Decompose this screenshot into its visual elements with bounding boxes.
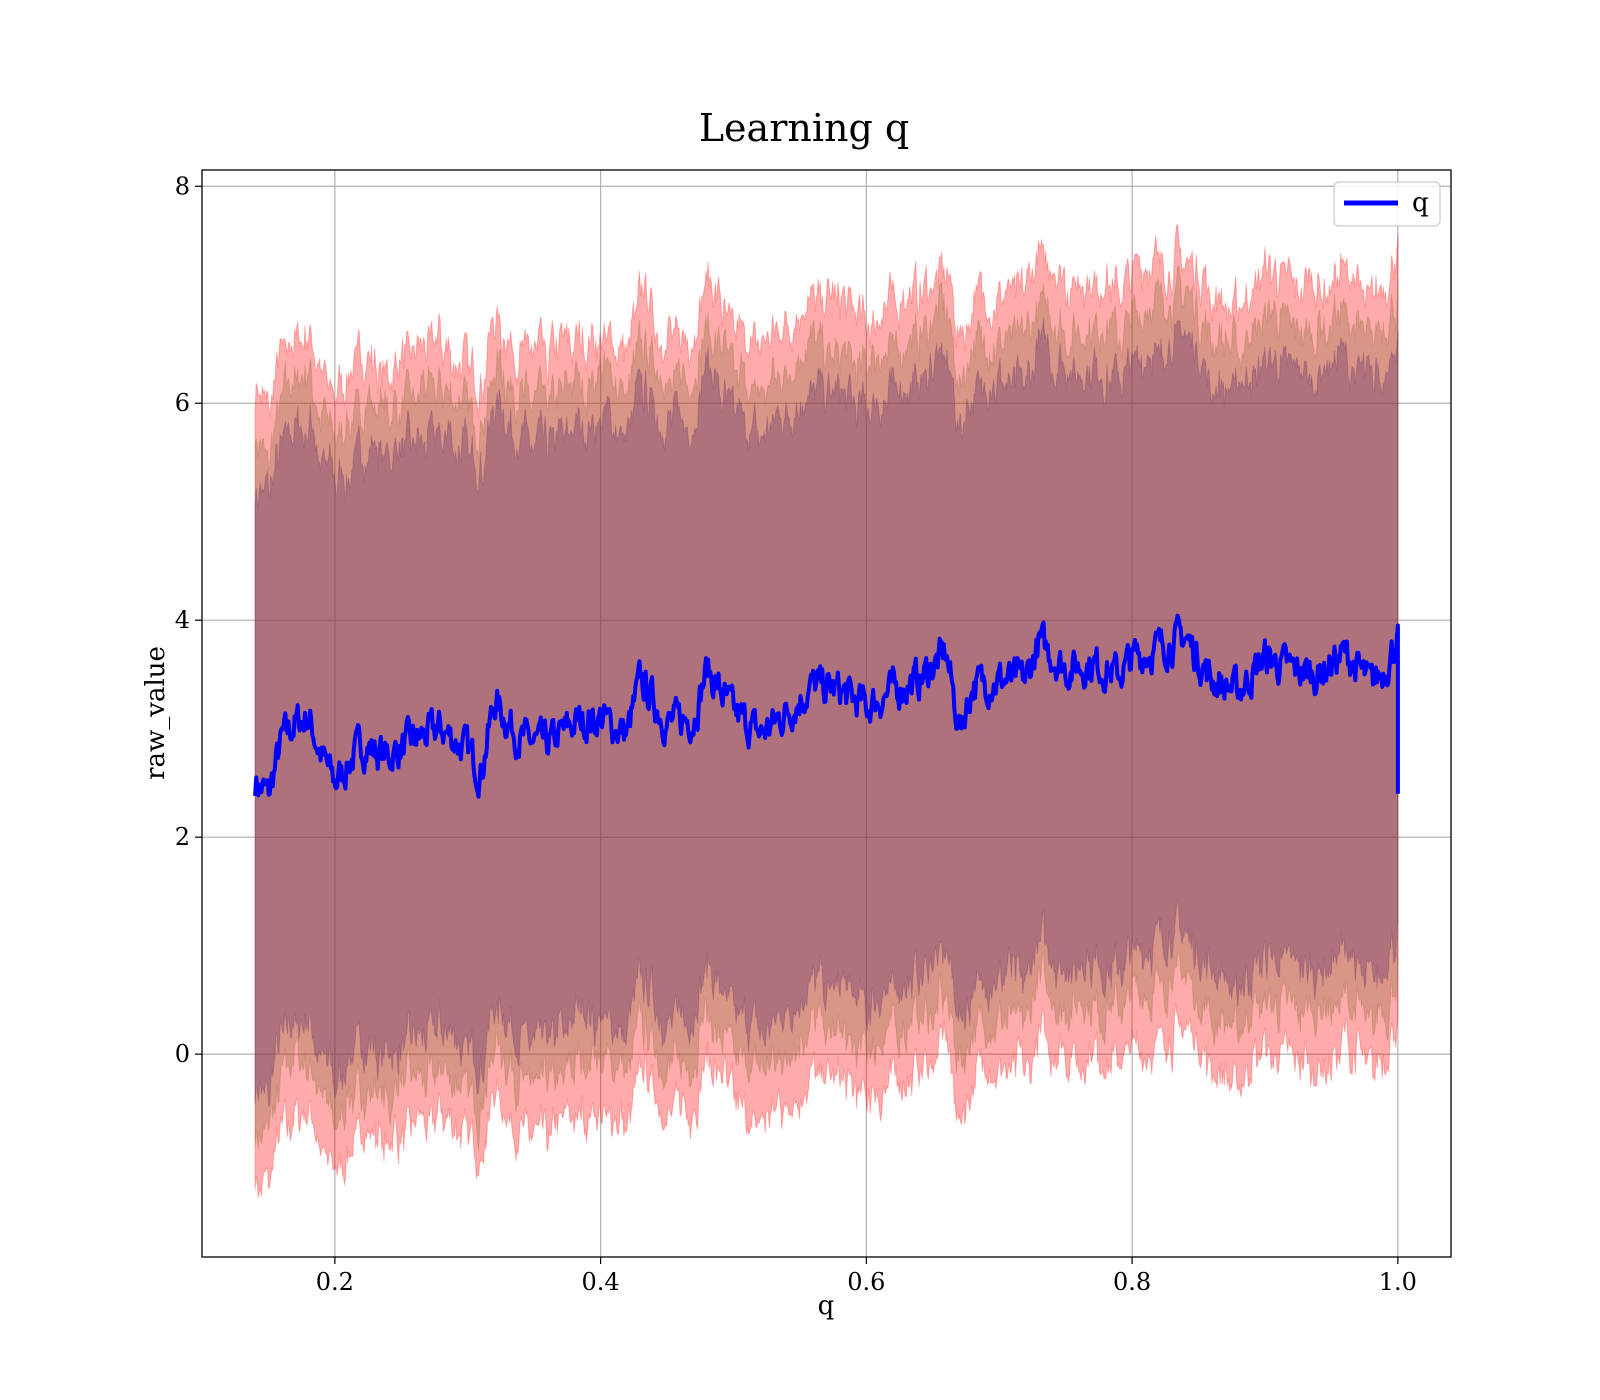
x-tick-label: 0.6	[847, 1268, 885, 1296]
band-outer	[254, 223, 1399, 1198]
chart-title: Learning q	[699, 106, 909, 150]
x-axis-label: q	[818, 1291, 835, 1321]
y-tick-label: 2	[175, 823, 190, 851]
band-inner	[254, 318, 1399, 1107]
y-tick-label: 4	[175, 606, 190, 634]
series-lines	[253, 613, 1400, 799]
legend: q	[1333, 181, 1441, 227]
x-tick-label: 0.2	[316, 1268, 354, 1296]
x-tick-label: 0.8	[1113, 1268, 1151, 1296]
plot-area-frame	[201, 169, 1452, 1258]
series-line-q	[253, 613, 1400, 799]
y-tick-label: 6	[175, 389, 190, 417]
y-tick-label: 0	[175, 1040, 190, 1068]
band-middle	[254, 264, 1399, 1152]
ticks: 0.2 0.4 0.6 0.8 1.0 0 2 4 6 8	[175, 172, 1417, 1296]
bands	[254, 223, 1399, 1198]
y-axis-label: raw_value	[141, 646, 171, 780]
legend-label: q	[1412, 188, 1429, 218]
x-tick-label: 0.4	[582, 1268, 620, 1296]
x-tick-label: 1.0	[1379, 1268, 1417, 1296]
y-tick-label: 8	[175, 172, 190, 200]
